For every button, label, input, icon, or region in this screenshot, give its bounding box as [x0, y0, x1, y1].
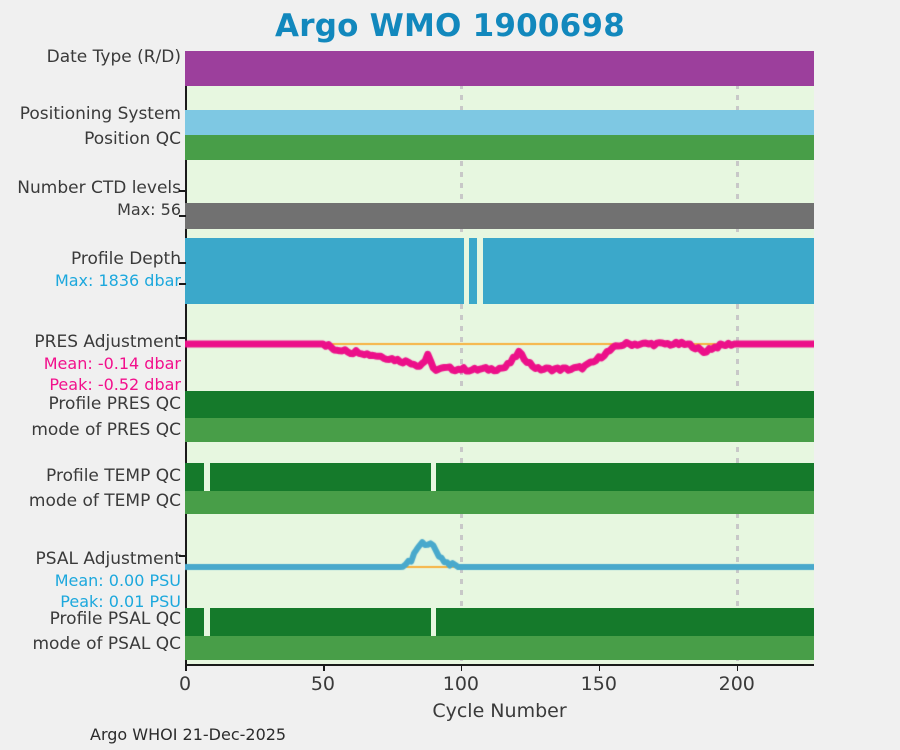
row-label-sub: Mean: 0.00 PSU	[54, 571, 181, 590]
row-label-text: Position QC	[84, 129, 181, 149]
row-label-text: mode of PSAL QC	[32, 634, 181, 654]
row-label-profile_depth: Profile Depth Max: 1836 dbar	[55, 249, 181, 291]
row-label-text: Profile PRES QC	[48, 394, 181, 414]
row-label-text: PRES Adjustment	[34, 332, 181, 352]
row-label-sub: Max: 56	[117, 200, 181, 219]
row-label-pres_adjustment: PRES Adjustment Mean: -0.14 dbar Peak: -0.…	[34, 332, 181, 395]
row-label-sub: Peak: 0.01 PSU	[60, 592, 181, 611]
row-label-text: Profile PSAL QC	[49, 609, 181, 629]
row-label-date_type: Date Type (R/D)	[47, 47, 181, 68]
row-label-text: PSAL Adjustment	[35, 549, 181, 569]
x-tick-label-100: 100	[442, 673, 480, 695]
row-label-position_qc: Position QC	[84, 129, 181, 150]
row-label-text: mode of PRES QC	[31, 420, 181, 440]
row-label-sub: Mean: -0.14 dbar	[43, 354, 181, 373]
y-tick-4	[179, 337, 186, 339]
x-tick-label-200: 200	[718, 673, 755, 695]
row-label-text: mode of TEMP QC	[28, 491, 181, 511]
row-label-mode_of_pres_qc: mode of PRES QC	[31, 420, 181, 441]
row-label-mode_of_temp_qc: mode of TEMP QC	[29, 491, 181, 512]
row-label-text: Number CTD levels	[17, 178, 181, 198]
y-tick-5	[179, 555, 186, 557]
row-label-profile_temp_qc: Profile TEMP QC	[46, 466, 181, 487]
x-tick-50	[322, 664, 325, 671]
x-tick-100	[460, 664, 463, 671]
row-label-psal_adjustment: PSAL Adjustment Mean: 0.00 PSU Peak: 0.01 …	[36, 549, 181, 612]
row-label-profile_psal_qc: Profile PSAL QC	[50, 609, 181, 630]
adjustment-traces	[185, 51, 814, 665]
x-tick-200	[736, 664, 739, 671]
row-label-positioning_system: Positioning System	[20, 104, 181, 125]
row-label-profile_pres_qc: Profile PRES QC	[48, 394, 181, 415]
x-tick-label-0: 0	[178, 673, 192, 695]
footer-credit: Argo WHOI 21-Dec-2025	[90, 725, 287, 744]
x-tick-150	[598, 664, 601, 671]
x-tick-label-150: 150	[580, 673, 617, 695]
x-axis-label: Cycle Number	[432, 700, 567, 722]
y-tick-1	[179, 215, 186, 217]
row-label-text: Profile TEMP QC	[46, 466, 181, 486]
row-label-number_ctd_levels: Number CTD levels Max: 56	[17, 178, 181, 220]
y-tick-3	[179, 283, 186, 285]
row-label-text: Date Type (R/D)	[46, 47, 181, 67]
y-tick-2	[179, 262, 186, 264]
row-label-mode_of_psal_qc: mode of PSAL QC	[32, 634, 181, 655]
row-label-sub: Max: 1836 dbar	[54, 271, 181, 290]
y-tick-0	[179, 190, 186, 192]
row-label-text: Positioning System	[19, 104, 181, 124]
row-label-text: Profile Depth	[70, 249, 181, 269]
x-tick-0	[185, 664, 187, 671]
page-title: Argo WMO 1900698	[275, 8, 625, 44]
x-tick-label-50: 50	[310, 673, 336, 695]
row-label-sub: Peak: -0.52 dbar	[49, 375, 181, 394]
